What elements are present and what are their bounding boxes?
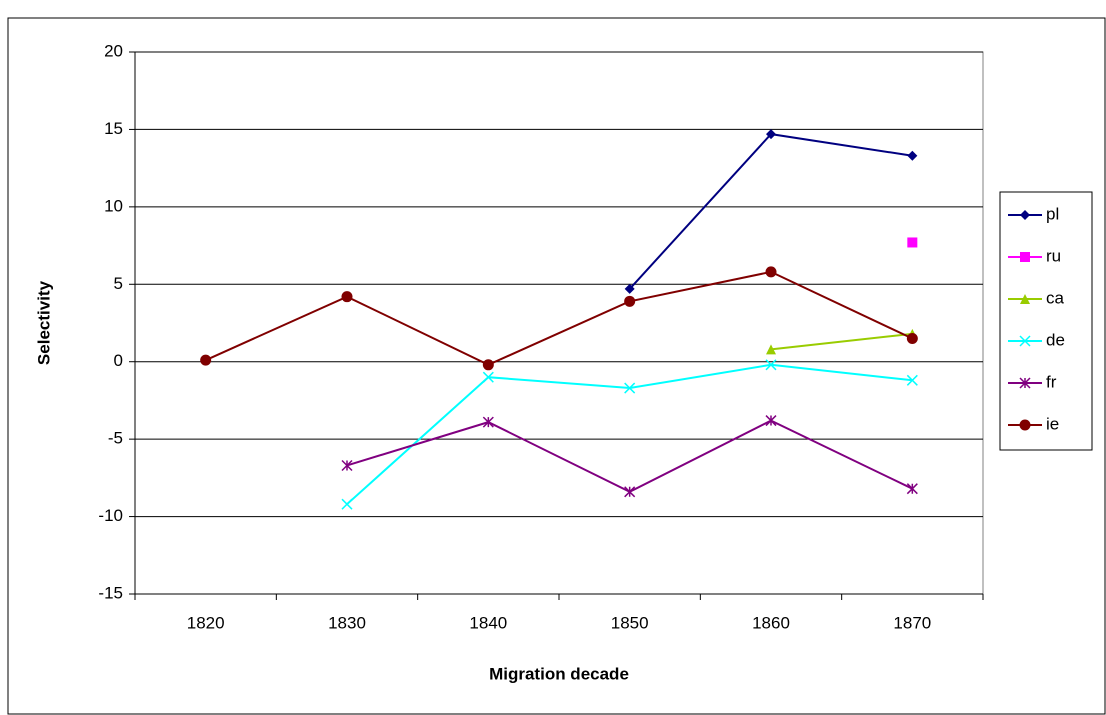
x-axis-title: Migration decade — [489, 664, 629, 683]
marker — [624, 283, 635, 294]
marker — [765, 266, 777, 278]
marker — [765, 415, 777, 427]
x-tick-label: 1870 — [893, 613, 931, 632]
y-tick-label: 10 — [104, 196, 123, 215]
marker — [624, 486, 636, 498]
marker — [906, 374, 918, 386]
legend-box — [999, 191, 1093, 451]
legend: pl ru ca de fr ie — [999, 191, 1093, 451]
marker — [1020, 294, 1030, 304]
marker — [907, 237, 918, 248]
legend-label: ie — [1046, 414, 1059, 433]
series-line — [770, 332, 913, 351]
legend-label: ca — [1046, 288, 1065, 307]
marker — [482, 416, 494, 428]
y-axis-title: Selectivity — [34, 280, 53, 365]
marker — [1019, 335, 1031, 347]
y-tick-label: 15 — [104, 119, 123, 138]
marker — [341, 459, 353, 471]
marker — [1020, 252, 1030, 262]
x-tick-label: 1840 — [469, 613, 507, 632]
x-tick-label: 1820 — [187, 613, 225, 632]
plot-area — [134, 51, 984, 595]
marker — [341, 498, 353, 510]
x-tick-label: 1830 — [328, 613, 366, 632]
legend-label: ru — [1046, 246, 1061, 265]
marker — [624, 295, 636, 307]
x-tick-label: 1860 — [752, 613, 790, 632]
series-line — [205, 270, 913, 366]
marker — [906, 483, 918, 495]
marker — [1019, 419, 1031, 431]
marker — [482, 359, 494, 371]
marker — [766, 129, 776, 140]
marker — [1020, 210, 1030, 220]
legend-label: fr — [1046, 372, 1057, 391]
legend-label: pl — [1046, 204, 1059, 223]
marker — [624, 382, 636, 394]
marker — [1019, 377, 1031, 389]
x-tick-label: 1850 — [611, 613, 649, 632]
y-tick-label: 0 — [114, 351, 123, 370]
marker — [341, 291, 353, 303]
y-tick-label: -15 — [98, 583, 123, 602]
marker — [766, 344, 776, 355]
marker — [906, 332, 918, 344]
y-tick-label: -10 — [98, 506, 123, 525]
marker — [765, 359, 777, 371]
y-tick-label: 20 — [104, 41, 123, 60]
legend-label: de — [1046, 330, 1065, 349]
marker — [907, 150, 918, 161]
y-tick-label: 5 — [114, 274, 123, 293]
y-tick-label: -5 — [108, 429, 123, 448]
marker — [200, 354, 212, 366]
marker — [482, 371, 494, 383]
